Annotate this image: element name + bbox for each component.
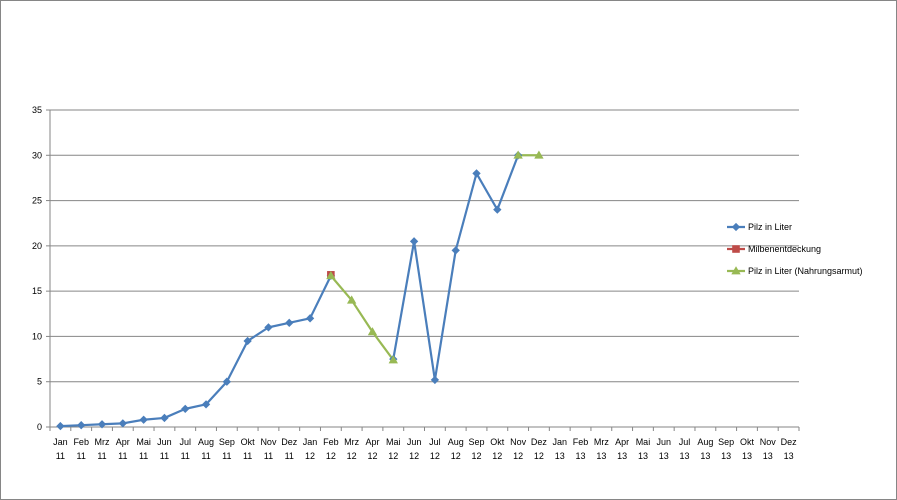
legend-entry: Pilz in Liter <box>748 222 792 232</box>
x-tick-label: Feb 11 <box>73 437 89 461</box>
x-tick-label: Nov 13 <box>760 437 777 461</box>
data-point <box>285 318 294 328</box>
data-point <box>56 421 65 431</box>
x-tick-label: Sep 13 <box>718 437 734 461</box>
x-tick-label: Feb 13 <box>573 437 589 461</box>
x-tick-label: Jul 11 <box>179 437 191 461</box>
y-tick-label: 15 <box>32 286 42 296</box>
data-point <box>346 295 357 304</box>
data-point <box>388 355 398 364</box>
data-point <box>430 375 440 385</box>
data-point <box>409 237 419 246</box>
legend-entry: Pilz in Liter (Nahrungsarmut) <box>748 266 863 276</box>
data-point <box>77 421 86 430</box>
x-tick-label: Jan 12 <box>303 437 318 461</box>
x-tick-label: Dez 11 <box>281 437 298 461</box>
data-point <box>513 150 523 159</box>
y-tick-label: 35 <box>32 105 42 115</box>
x-tick-label: Mrz 12 <box>344 437 359 461</box>
series-line <box>60 275 332 428</box>
x-tick-label: Jun 13 <box>657 437 672 461</box>
y-tick-label: 5 <box>37 377 42 387</box>
x-tick-label: Dez 13 <box>781 437 798 461</box>
x-tick-label: Jun 12 <box>407 437 422 461</box>
y-tick-label: 0 <box>37 422 42 432</box>
data-point <box>305 314 315 323</box>
x-tick-label: Apr 11 <box>116 437 130 461</box>
data-point <box>326 270 336 280</box>
x-tick-label: Sep 11 <box>219 437 235 461</box>
x-tick-label: Apr 12 <box>365 437 379 461</box>
x-tick-label: Dez 12 <box>531 437 548 461</box>
y-tick-label: 25 <box>32 196 42 206</box>
x-tick-label: Okt 12 <box>490 437 505 461</box>
legend-marker <box>732 245 740 253</box>
data-point <box>493 205 502 214</box>
data-point <box>367 327 378 336</box>
x-tick-label: Feb 12 <box>323 437 339 461</box>
x-tick-label: Aug 13 <box>697 437 713 461</box>
x-tick-label: Jan 11 <box>53 437 68 461</box>
data-point <box>222 377 232 386</box>
x-tick-label: Nov 11 <box>260 437 277 461</box>
series-line <box>330 275 395 361</box>
x-tick-label: Aug 11 <box>198 437 214 461</box>
series-line <box>392 154 520 382</box>
data-point <box>160 413 169 423</box>
legend-marker <box>731 222 741 232</box>
x-tick-label: Jan 13 <box>552 437 567 461</box>
y-tick-label: 30 <box>32 150 42 160</box>
data-point <box>181 404 190 414</box>
legend-entry: Milbenentdeckung <box>748 244 821 254</box>
x-tick-label: Mai 11 <box>136 437 151 461</box>
data-point <box>451 246 460 255</box>
x-tick-label: Okt 13 <box>740 437 755 461</box>
x-tick-label: Sep 12 <box>469 437 485 461</box>
x-tick-label: Okt 11 <box>241 437 256 461</box>
data-point <box>243 336 252 346</box>
x-tick-label: Jun 11 <box>157 437 172 461</box>
y-tick-label: 20 <box>32 241 42 251</box>
data-point <box>534 150 544 159</box>
data-point <box>472 169 481 178</box>
x-tick-label: Mrz 11 <box>95 437 110 461</box>
data-point <box>264 323 273 332</box>
x-tick-label: Jul 13 <box>679 437 691 461</box>
data-point <box>201 400 211 409</box>
data-point <box>139 415 148 424</box>
x-tick-label: Mai 13 <box>636 437 651 461</box>
data-point <box>97 420 107 429</box>
x-tick-label: Mai 12 <box>386 437 401 461</box>
legend-marker <box>731 266 741 275</box>
data-point <box>118 419 127 428</box>
x-tick-label: Jul 12 <box>429 437 441 461</box>
x-tick-label: Nov 12 <box>510 437 527 461</box>
x-tick-label: Mrz 13 <box>594 437 609 461</box>
x-tick-label: Aug 12 <box>448 437 464 461</box>
y-tick-label: 10 <box>32 331 42 341</box>
x-tick-label: Apr 13 <box>615 437 629 461</box>
